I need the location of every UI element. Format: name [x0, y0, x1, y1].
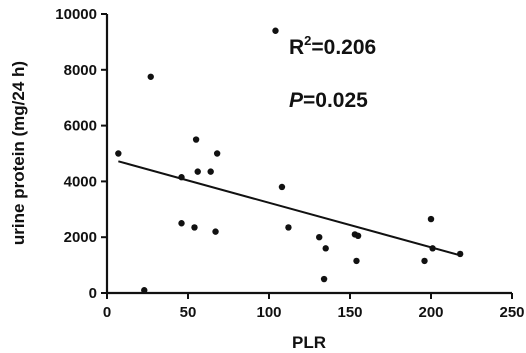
- r-squared-annotation: R2=0.206: [289, 33, 376, 59]
- data-points: [115, 27, 464, 294]
- r-squared-superscript: 2: [304, 33, 311, 48]
- y-tick-label: 2000: [64, 229, 97, 246]
- data-point: [320, 275, 328, 283]
- data-point: [353, 257, 360, 265]
- data-point: [141, 287, 148, 294]
- regression-line: [118, 160, 461, 257]
- data-point: [207, 168, 214, 175]
- data-point: [194, 168, 201, 175]
- data-point: [178, 220, 185, 227]
- x-tick-label: 150: [337, 304, 362, 321]
- p-value-annotation: P=0.025: [289, 89, 368, 112]
- r-squared-symbol: R: [289, 36, 304, 59]
- x-tick-label: 50: [180, 304, 197, 321]
- p-value-symbol: P: [289, 89, 304, 112]
- x-tick-label: 200: [418, 304, 443, 321]
- x-axis-label: PLR: [292, 333, 326, 352]
- data-point: [421, 257, 428, 265]
- data-point: [354, 232, 362, 240]
- data-point: [115, 150, 122, 157]
- data-point: [278, 183, 286, 191]
- data-point: [322, 245, 329, 252]
- data-point: [427, 215, 435, 223]
- data-point: [147, 73, 154, 80]
- y-axis-label: urine protein (mg/24 h): [9, 61, 28, 245]
- x-tick-label: 0: [103, 304, 111, 321]
- y-ticks: 0 2000 4000 6000 8000 10000: [55, 6, 107, 302]
- data-point: [191, 224, 198, 231]
- data-point: [316, 234, 323, 241]
- data-point: [272, 27, 279, 34]
- data-point: [285, 224, 292, 231]
- axes: [105, 14, 512, 295]
- p-value-value: =0.025: [303, 89, 368, 112]
- y-tick-label: 6000: [64, 118, 97, 135]
- y-tick-label: 0: [89, 285, 97, 302]
- y-tick-label: 4000: [64, 173, 97, 190]
- x-tick-label: 100: [256, 304, 281, 321]
- x-tick-label: 250: [499, 304, 524, 321]
- y-tick-label: 8000: [64, 62, 97, 79]
- data-point: [213, 150, 221, 157]
- x-ticks: 0 50 100 150 200 250: [103, 293, 525, 321]
- y-tick-label: 10000: [55, 6, 97, 23]
- data-point: [192, 136, 200, 143]
- r-squared-value: =0.206: [311, 36, 376, 59]
- data-point: [212, 228, 219, 235]
